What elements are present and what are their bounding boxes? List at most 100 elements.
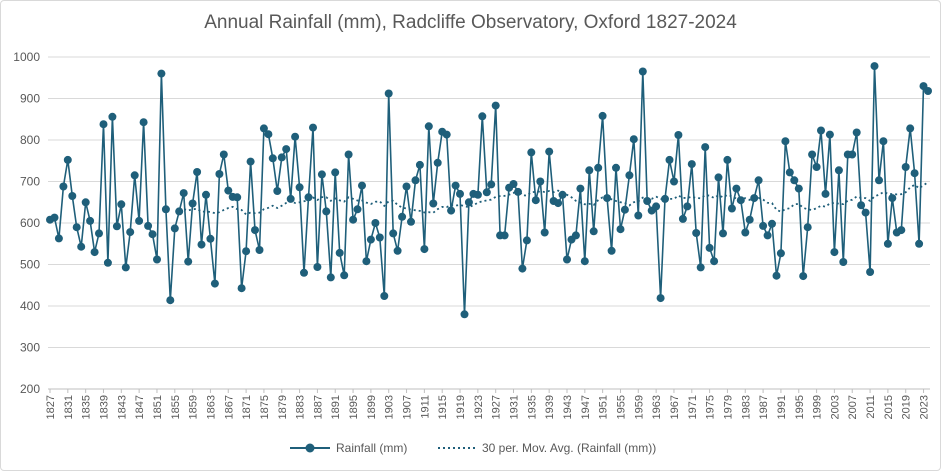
x-tick-label: 1851 <box>152 395 164 419</box>
rainfall-point-1830 <box>59 182 68 191</box>
rainfall-point-2022 <box>915 239 924 248</box>
rainfall-point-1964 <box>656 294 665 303</box>
rainfall-point-1942 <box>558 190 567 199</box>
rainfall-point-1835 <box>81 198 90 207</box>
rainfall-point-1951 <box>598 111 607 120</box>
rainfall-point-1941 <box>554 199 563 208</box>
rainfall-point-2015 <box>883 239 892 248</box>
rainfall-point-1833 <box>72 223 81 232</box>
x-tick-label: 1859 <box>188 395 200 419</box>
rainfall-point-1873 <box>251 226 259 235</box>
y-tick-label: 500 <box>20 258 40 272</box>
rainfall-point-2014 <box>879 137 888 146</box>
x-tick-label: 1835 <box>81 395 93 419</box>
y-tick-label: 800 <box>20 133 40 147</box>
rainfall-point-1977 <box>714 173 723 182</box>
rainfall-point-1925 <box>482 188 491 197</box>
x-tick-label: 1839 <box>98 395 110 419</box>
rainfall-point-1866 <box>219 150 228 159</box>
rainfall-point-1920 <box>460 310 469 319</box>
rainfall-point-1904 <box>389 229 398 238</box>
rainfall-point-1978 <box>719 229 727 238</box>
rainfall-point-1969 <box>678 214 687 223</box>
rainfall-point-1976 <box>710 257 719 266</box>
rainfall-point-1882 <box>291 132 300 141</box>
x-tick-label: 1891 <box>330 395 342 419</box>
rainfall-point-1899 <box>366 235 375 244</box>
rainfall-point-1938 <box>540 228 549 237</box>
rainfall-point-1831 <box>63 155 72 164</box>
rainfall-point-1986 <box>754 176 763 185</box>
rainfall-point-1877 <box>268 154 277 163</box>
rainfall-point-1974 <box>701 143 710 152</box>
rainfall-point-1949 <box>589 227 598 236</box>
rainfall-point-1875 <box>259 124 268 133</box>
rainfall-point-1871 <box>242 247 251 256</box>
rainfall-point-1886 <box>309 123 317 132</box>
chart-title: Annual Rainfall (mm), Radcliffe Observat… <box>204 12 737 33</box>
x-tick-label: 1931 <box>509 395 521 419</box>
rainfall-point-1966 <box>665 155 674 164</box>
x-axis-ticks: 1827 1831 1835 1839 1843 1847 1851 1855 1859 1863… <box>45 389 931 419</box>
rainfall-point-1982 <box>736 196 745 205</box>
rainfall-point-1870 <box>237 284 246 293</box>
rainfall-point-1850 <box>148 230 157 239</box>
x-tick-label: 1967 <box>669 395 681 419</box>
rainfall-point-1880 <box>282 145 291 154</box>
legend-rainfall-swatch-marker <box>305 443 315 453</box>
x-tick-label: 1955 <box>615 395 627 419</box>
x-tick-label: 1875 <box>259 395 271 419</box>
rainfall-point-1902 <box>380 292 389 300</box>
x-tick-label: 1887 <box>312 395 324 419</box>
x-tick-label: 1991 <box>776 395 788 419</box>
x-tick-label: 1919 <box>455 395 467 419</box>
y-tick-label: 700 <box>20 175 40 189</box>
rainfall-point-1991 <box>776 249 785 258</box>
x-tick-label: 1975 <box>705 395 717 419</box>
rainfall-point-1892 <box>335 248 344 257</box>
rainfall-point-2005 <box>839 258 848 266</box>
rainfall-point-1990 <box>772 271 781 280</box>
rainfall-point-1987 <box>759 221 768 230</box>
rainfall-point-2012 <box>870 62 879 71</box>
x-tick-label: 1871 <box>241 395 253 419</box>
rainfall-point-1841 <box>108 112 117 121</box>
x-tick-label: 1867 <box>223 395 235 419</box>
y-tick-label: 300 <box>20 341 40 355</box>
rainfall-point-1980 <box>727 204 736 213</box>
rainfall-point-1971 <box>687 160 696 169</box>
y-tick-label: 1000 <box>13 50 40 64</box>
rainfall-point-1894 <box>344 150 353 159</box>
x-tick-label: 1883 <box>295 395 307 419</box>
rainfall-point-1998 <box>808 150 817 159</box>
rainfall-point-1999 <box>812 163 821 171</box>
x-tick-label: 2015 <box>883 395 895 419</box>
rainfall-point-1927 <box>491 101 500 110</box>
legend: Rainfall (mm) 30 per. Mov. Avg. (Rainfal… <box>290 441 656 455</box>
rainfall-point-1888 <box>317 170 326 179</box>
rainfall-point-1952 <box>603 194 612 203</box>
x-tick-label: 1863 <box>205 395 217 419</box>
rainfall-point-1890 <box>326 273 335 282</box>
rainfall-point-1917 <box>447 206 456 215</box>
x-tick-label: 1959 <box>633 395 645 419</box>
rainfall-point-2024 <box>924 87 932 95</box>
rainfall-point-1838 <box>95 229 103 238</box>
rainfall-point-1901 <box>375 233 384 242</box>
rainfall-point-1853 <box>161 205 170 214</box>
rainfall-point-2011 <box>866 268 875 276</box>
x-tick-label: 1843 <box>116 395 128 419</box>
rainfall-point-1923 <box>473 190 482 199</box>
rainfall-point-2002 <box>825 130 834 139</box>
rainfall-point-1885 <box>304 193 313 202</box>
rainfall-point-1896 <box>353 205 362 214</box>
x-tick-label: 1895 <box>348 395 360 419</box>
rainfall-point-1865 <box>215 170 224 178</box>
y-tick-label: 400 <box>20 299 40 313</box>
rainfall-point-1910 <box>415 160 424 169</box>
rainfall-point-1846 <box>130 171 139 180</box>
rainfall-point-1906 <box>398 212 407 221</box>
rainfall-point-1849 <box>144 221 153 230</box>
rainfall-point-1829 <box>54 234 63 243</box>
